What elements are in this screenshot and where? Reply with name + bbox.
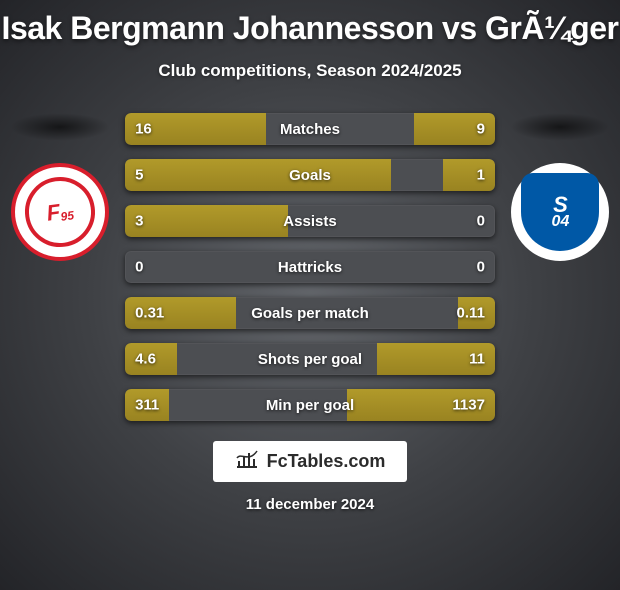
stat-value-right: 9	[477, 121, 485, 138]
bar-fill-left	[125, 159, 391, 191]
subtitle: Club competitions, Season 2024/2025	[0, 61, 620, 81]
bar-fill-right	[443, 159, 495, 191]
stat-value-right: 1	[477, 167, 485, 184]
stat-value-right: 1137	[452, 397, 485, 414]
stat-row: 51Goals	[125, 159, 495, 191]
stat-value-left: 5	[135, 167, 143, 184]
bar-fill-left	[125, 205, 288, 237]
stat-value-left: 3	[135, 213, 143, 230]
club-right-logo-g: S	[553, 195, 568, 215]
shadow-ellipse	[10, 113, 110, 141]
club-left-column: F95	[6, 113, 113, 261]
club-right-column: S 04	[507, 113, 614, 261]
stat-row: 169Matches	[125, 113, 495, 145]
club-left-logo-text: F	[44, 199, 61, 227]
stat-value-right: 0	[477, 213, 485, 230]
page-title: Isak Bergmann Johannesson vs GrÃ¼ger	[0, 10, 620, 47]
stat-value-left: 0	[135, 259, 143, 276]
brand-badge: FcTables.com	[213, 441, 408, 482]
stat-value-right: 0	[477, 259, 485, 276]
footer-date: 11 december 2024	[246, 496, 374, 513]
footer: FcTables.com 11 december 2024	[0, 441, 620, 513]
stat-row: 0 0Hattricks	[125, 251, 495, 283]
stat-row: 30Assists	[125, 205, 495, 237]
brand-text: FcTables.com	[267, 451, 386, 472]
shadow-ellipse	[510, 113, 610, 141]
stat-value-right: 0.11	[457, 305, 485, 322]
stat-row: 3111137Min per goal	[125, 389, 495, 421]
stat-label: Hattricks	[125, 259, 495, 276]
stat-row: 4.611Shots per goal	[125, 343, 495, 375]
stat-row: 0.310.11Goals per match	[125, 297, 495, 329]
stat-bars: 169Matches51Goals30Assists00Hattricks0.3…	[125, 113, 495, 421]
stat-value-left: 16	[135, 121, 152, 138]
stat-value-left: 0.31	[135, 305, 164, 322]
stat-value-left: 311	[135, 397, 159, 414]
club-left-logo: F95	[11, 163, 109, 261]
stat-value-left: 4.6	[135, 351, 156, 368]
comparison-main: F95 169Matches51Goals30Assists00Hattrick…	[0, 113, 620, 421]
stat-value-right: 11	[469, 351, 485, 368]
club-right-logo-n: 04	[552, 215, 570, 229]
club-right-logo: S 04	[511, 163, 609, 261]
chart-icon	[235, 449, 259, 474]
club-left-logo-sub: 95	[59, 208, 74, 224]
